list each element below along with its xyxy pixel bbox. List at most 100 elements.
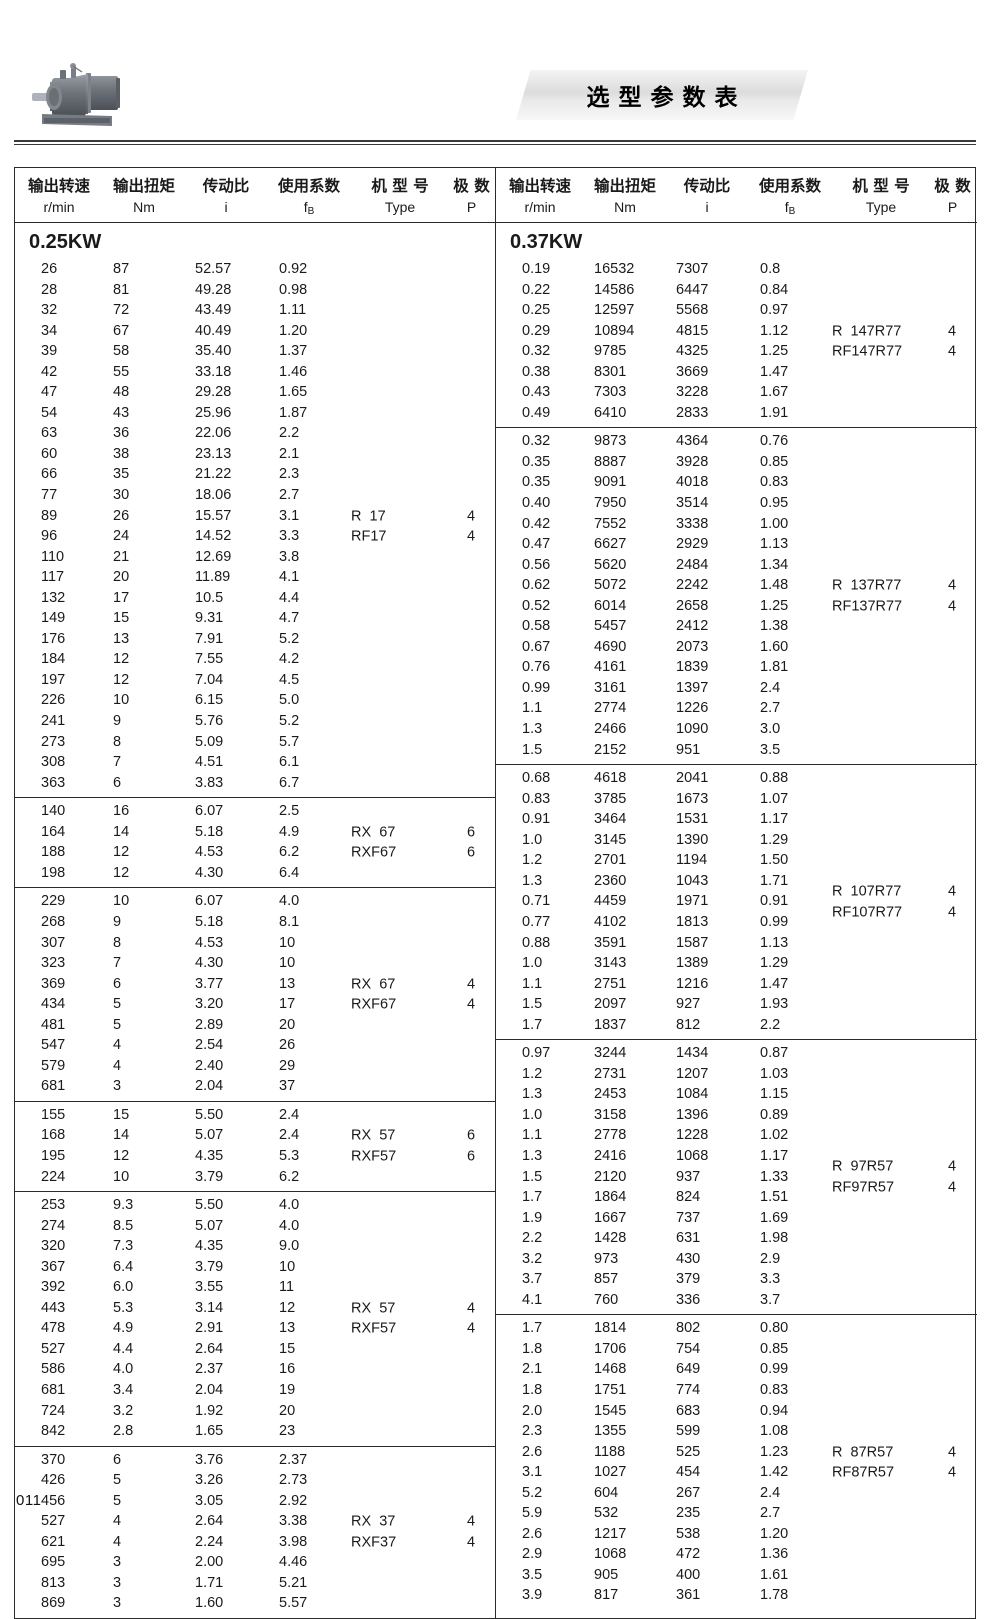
- cell-i: 18.06: [195, 487, 232, 504]
- cell-nm: 1068: [594, 1546, 627, 1563]
- cell-fb: 5.3: [279, 1147, 300, 1164]
- table-row: 478 4.9 2.91 13: [15, 1318, 495, 1339]
- model-section: 253 9.3 5.50 4.0 274 8.5 5.07 4.0 320 7.3 4.35 9.0 3…: [15, 1192, 495, 1447]
- section-title-banner: 选型参数表: [516, 70, 808, 120]
- cell-rpm: 0.43: [522, 384, 551, 401]
- table-row: 4.1 760 336 3.7: [496, 1290, 977, 1311]
- cell-nm: 20: [113, 569, 130, 586]
- cell-i: 1839: [676, 659, 709, 676]
- cell-fb: 3.0: [760, 721, 781, 738]
- model-type-name: RX 67: [351, 824, 396, 841]
- fb-subscript: B: [307, 206, 315, 217]
- model-section: 229 10 6.07 4.0 268 9 5.18 8.1 307 8 4.53 10 323 7 4.3…: [15, 888, 496, 1102]
- cell-nm: 4.4: [113, 1340, 134, 1357]
- cell-rpm: 3.7: [522, 1271, 543, 1288]
- model-type-line: RF17 4: [351, 527, 496, 548]
- cell-i: 802: [676, 1320, 701, 1337]
- power-rating-label: 0.25KW: [29, 231, 102, 253]
- table-row: 0.22 14586 6447 0.84: [496, 280, 977, 301]
- table-row: 241 9 5.76 5.2: [15, 711, 495, 732]
- cell-rpm: 527: [41, 1513, 66, 1530]
- cell-nm: 10: [113, 893, 130, 910]
- cell-i: 1971: [676, 893, 709, 910]
- cell-nm: 7303: [594, 384, 627, 401]
- cell-fb: 1.61: [760, 1566, 789, 1583]
- model-type-line: RF137R77 4: [832, 596, 977, 617]
- model-type-line: RX 67 4: [351, 974, 496, 995]
- fb-base: f: [784, 199, 789, 215]
- cell-rpm: 0.22: [522, 281, 551, 298]
- column-header-en-fb: fB: [267, 199, 351, 217]
- cell-i: 5.18: [195, 913, 224, 930]
- table-row: 77 30 18.06 2.7: [15, 485, 495, 506]
- cell-nm: 4.0: [113, 1361, 134, 1378]
- cell-rpm: 369: [41, 975, 66, 992]
- model-type-name: R 137R77: [832, 577, 902, 594]
- table-header: 输出转速 输出扭矩 传动比 使用系数 机 型 号 极 数 r/min Nm i fB Type P: [15, 168, 495, 223]
- cell-rpm: 320: [41, 1238, 66, 1255]
- cell-fb: 2.7: [760, 700, 781, 717]
- column-header-cn-fb: 使用系数: [758, 177, 821, 195]
- cell-rpm: 2.9: [522, 1546, 543, 1563]
- cell-rpm: 621: [41, 1533, 66, 1550]
- cell-nm: 2416: [594, 1147, 627, 1164]
- model-pole-count: 4: [947, 1464, 957, 1481]
- column-header-cn-i: 传动比: [683, 177, 731, 195]
- cell-fb: 5.2: [279, 630, 300, 647]
- model-type-name: RXF57: [351, 1148, 397, 1165]
- cell-fb: 1.47: [760, 975, 789, 992]
- model-type-name: RXF67: [351, 996, 397, 1013]
- cell-rpm: 1.5: [522, 741, 543, 758]
- cell-i: 1397: [676, 679, 709, 696]
- cell-rpm: 443: [41, 1299, 66, 1316]
- cell-rpm: 1.8: [522, 1381, 543, 1398]
- cell-rpm: 4.1: [522, 1291, 543, 1308]
- cell-i: 5.50: [195, 1197, 224, 1214]
- cell-nm: 2751: [594, 975, 627, 992]
- cell-i: 3.83: [195, 774, 224, 791]
- cell-rpm: 164: [41, 823, 66, 840]
- cell-nm: 2.8: [113, 1423, 134, 1440]
- cell-fb: 23: [279, 1423, 296, 1440]
- cell-nm: 12597: [594, 302, 635, 319]
- model-pole-count: 4: [947, 1158, 957, 1175]
- cell-nm: 3: [113, 1595, 122, 1612]
- cell-fb: 0.89: [760, 1106, 789, 1123]
- cell-fb: 0.97: [760, 302, 789, 319]
- cell-rpm: 0.19: [522, 261, 551, 277]
- cell-rpm: 1.3: [522, 1147, 543, 1164]
- cell-nm: 3.4: [113, 1381, 134, 1398]
- cell-fb: 1.34: [760, 556, 789, 573]
- table-row: 28 81 49.28 0.98: [15, 280, 495, 301]
- cell-i: 1813: [676, 913, 709, 930]
- cell-rpm: 5.2: [522, 1484, 543, 1501]
- table-row: 1.3 2453 1084 1.15: [496, 1084, 977, 1105]
- table-row: 226 10 6.15 5.0: [15, 690, 495, 711]
- cell-nm: 4690: [594, 638, 627, 655]
- table-row: 0.47 6627 2929 1.13: [496, 534, 977, 555]
- cell-fb: 1.67: [760, 384, 789, 401]
- table-row: 3.7 857 379 3.3: [496, 1269, 977, 1290]
- cell-rpm: 0.29: [522, 322, 551, 339]
- cell-nm: 67: [113, 322, 130, 339]
- cell-fb: 1.20: [279, 322, 308, 339]
- cell-fb: 5.21: [279, 1574, 308, 1591]
- table-row: 586 4.0 2.37 16: [15, 1359, 495, 1380]
- model-pole-count: 4: [947, 343, 957, 360]
- table-row: 110 21 12.69 3.8: [15, 547, 495, 568]
- cell-fb: 3.1: [279, 507, 300, 524]
- cell-fb: 26: [279, 1037, 296, 1054]
- cell-fb: 1.20: [760, 1525, 789, 1542]
- cell-fb: 1.60: [760, 638, 789, 655]
- cell-fb: 0.99: [760, 913, 789, 930]
- cell-i: 4.51: [195, 754, 224, 771]
- table-row: 1.1 2778 1228 1.02: [496, 1125, 977, 1146]
- table-row: 1.0 3145 1390 1.29: [496, 830, 977, 851]
- cell-rpm: 1.3: [522, 721, 543, 738]
- cell-fb: 1.13: [760, 536, 789, 553]
- cell-rpm: 0.49: [522, 404, 551, 421]
- cell-rpm: 1.2: [522, 852, 543, 869]
- table-row: 0.56 5620 2484 1.34: [496, 555, 977, 576]
- model-pole-count: 4: [947, 598, 957, 615]
- cell-nm: 21: [113, 548, 130, 565]
